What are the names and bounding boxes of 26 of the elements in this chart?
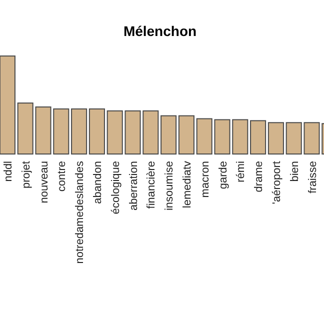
- x-tick-label: financière: [146, 161, 158, 209]
- x-tick-label: projet: [20, 161, 32, 189]
- x-tick-label: bien: [288, 161, 301, 182]
- x-tick-label: fraisse: [306, 161, 319, 194]
- x-tick-label: notredamedeslandes: [74, 160, 86, 264]
- x-tick-label: aberration: [128, 161, 140, 211]
- bar: [0, 56, 16, 154]
- bar: [250, 120, 266, 154]
- x-tick-label: rémi: [235, 161, 248, 182]
- bar: [268, 122, 284, 154]
- bar: [160, 115, 177, 154]
- bar: [88, 108, 105, 154]
- x-tick-label: nouveau: [38, 161, 50, 204]
- x-tick-label: garde: [217, 161, 230, 190]
- x-tick-label: lemediatv: [181, 160, 194, 208]
- x-tick-label: macron: [199, 161, 212, 198]
- x-tick-label: insoumise: [164, 161, 176, 211]
- bar: [71, 108, 88, 154]
- x-tick-label: drame: [253, 161, 266, 192]
- bar: [178, 115, 194, 154]
- x-tick-label: nddl: [2, 161, 14, 182]
- x-tick-label: abandon: [92, 161, 104, 204]
- chart-title: Mélenchon: [123, 23, 197, 39]
- x-tick-label: écologique: [110, 161, 122, 214]
- x-tick-label: 'aéroport: [270, 161, 283, 204]
- x-tick-label: contre: [56, 161, 68, 192]
